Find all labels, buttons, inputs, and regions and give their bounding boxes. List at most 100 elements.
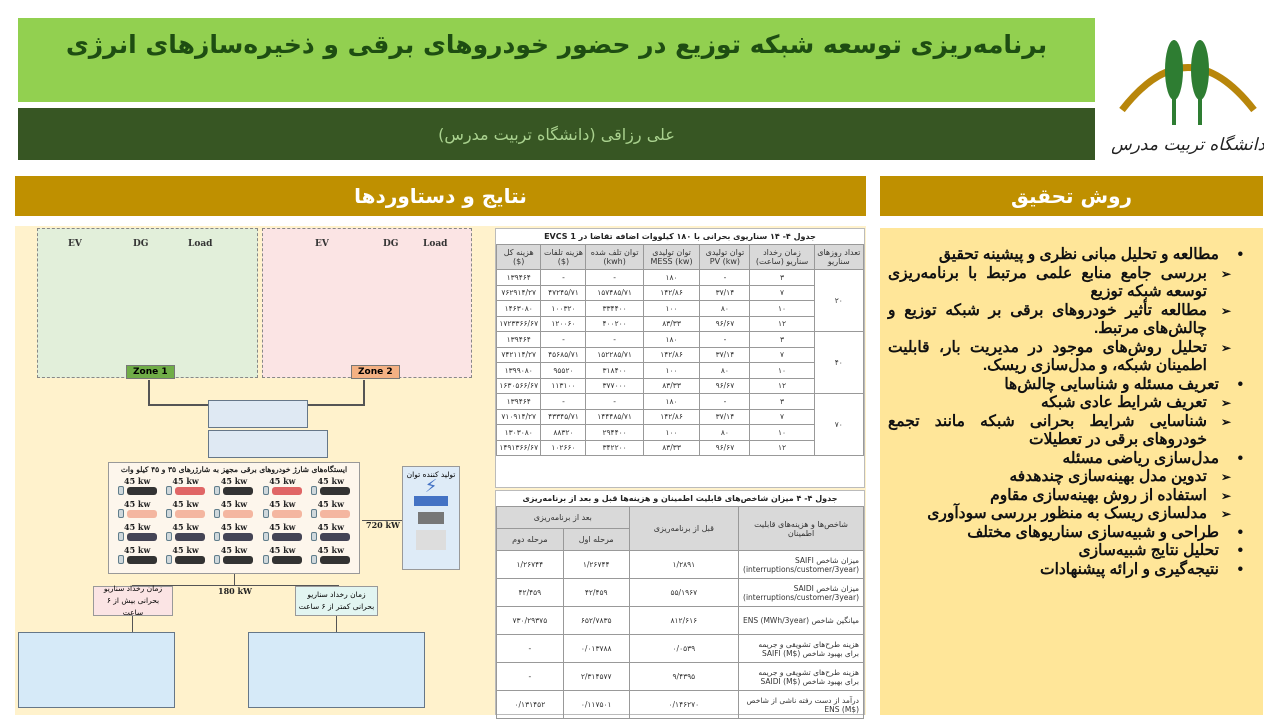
car-icon — [175, 556, 206, 564]
charger-rating: 45 kw — [317, 499, 344, 509]
method-step: نتیجه‌گیری و ارائه پیشنهادات — [888, 561, 1247, 580]
method-substep: استفاده از روش بهینه‌سازی مقاوم — [888, 487, 1235, 506]
table-cell: ۳۱۸۴۰۰ — [585, 362, 644, 379]
ev-charger-icon — [117, 509, 157, 518]
table-row: ۷ ۳۷/۱۴ ۱۴۲/۸۶ ۱۴۴۴۸۵/۷۱ ۴۳۳۴۵/۷۱ ۷۱۰۹۱۴/۲۷ — [495, 408, 864, 425]
table-cell: ۱۳۹۴۶۴ — [495, 393, 542, 410]
car-icon — [320, 487, 351, 495]
method-panel: مطالعه و تحلیل مبانی نظری و پیشینه تحقیق… — [880, 228, 1263, 715]
charger-rating: 45 kw — [172, 499, 199, 509]
generator-title: تولید کننده توان — [406, 470, 456, 479]
charging-slot: 45 kw — [258, 522, 306, 544]
car-icon — [126, 556, 157, 564]
table-cell: ۴۰۰۲۰۰ — [585, 315, 644, 332]
car-icon — [126, 533, 157, 541]
table-row: ۱۰ ۸۰ ۱۰۰ ۳۳۴۴۰۰ ۱۰۰۳۲۰ ۱۴۶۳۰۸۰ — [495, 300, 864, 317]
method-header: روش تحقیق — [880, 176, 1263, 216]
power-plant-icon — [416, 530, 446, 550]
ev-charger-icon — [166, 509, 206, 518]
table-row: ۲۰ ۳-۱۸۰- -۱۳۹۴۶۴ — [495, 269, 865, 332]
table-cell: ۱۸۰ — [642, 331, 701, 348]
table-cell: - — [585, 269, 644, 286]
car-icon — [223, 487, 254, 495]
table-cell: ۴۳۳۴۵/۷۱ — [540, 408, 587, 425]
zone-2-label: Zone 2 — [351, 365, 400, 379]
table-cell: ۷ — [749, 284, 815, 301]
table1-header: هزینه کل ($) — [495, 244, 542, 270]
table-cell: ۸۱۲/۶۱۶ — [628, 606, 740, 635]
charging-slot: 45 kw — [210, 522, 258, 544]
table-cell: ۳۷۷۰۰۰ — [585, 377, 644, 394]
method-substep: مطالعه تأثیر خودروهای برقی بر شبکه توزیع… — [888, 302, 1235, 339]
table-cell: ۳ — [749, 393, 815, 410]
ev-charger-icon — [214, 555, 254, 564]
table1-header: توان تولیدی PV (kw) — [699, 244, 751, 270]
table-cell: ۷۶۲۹۱۴/۲۷ — [495, 284, 542, 301]
table-cell: ۱/۲۶۷۴۴ — [562, 550, 630, 579]
table-cell: ۱۳۰۳۰۸۰ — [495, 424, 542, 441]
table-cell: ۱۲ — [749, 377, 815, 394]
table-cell: ۱۱۳۱۰۰ — [540, 377, 587, 394]
table-cell: ۸۰ — [699, 362, 751, 379]
table-cell: - — [699, 331, 751, 348]
charger-rating: 45 kw — [269, 499, 296, 509]
table-cell: ۸۳/۳۳ — [642, 377, 701, 394]
table-cell: ۳ — [749, 331, 815, 348]
table-cell: ۶۵۲/۷۸۳۵ — [562, 606, 630, 635]
zone-1-area: EV DG Load Zone 1 — [37, 228, 258, 379]
charging-slot: 45 kw — [258, 476, 306, 498]
link-180kw-label: 180 kW — [218, 586, 253, 596]
mess-truck-icon — [208, 400, 308, 428]
charger-rating: 45 kw — [172, 476, 199, 486]
charging-slot: 45 kw — [113, 499, 161, 521]
charging-slot: 45 kw — [210, 476, 258, 498]
table-cell: ۹۶/۶۷ — [699, 315, 751, 332]
ev-charger-icon — [262, 486, 302, 495]
table-cell: ۱۸۰ — [642, 393, 701, 410]
table1-header: زمان رخداد سناریو (ساعت) — [749, 244, 815, 270]
scenario-table: جدول ۴- ۱۴ سناریوی بحرانی با ۱۸۰ کیلووات… — [495, 228, 865, 488]
method-step: تعریف مسئله و شناسایی چالش‌ها — [888, 376, 1247, 395]
ev-charger-icon — [117, 532, 157, 541]
table-cell: ۱۴۴۴۸۵/۷۱ — [585, 408, 644, 425]
table-cell: ۱۴۹۱۳۶۶/۶۷ — [495, 439, 542, 456]
charger-rating: 45 kw — [317, 545, 344, 555]
charging-slot: 45 kw — [307, 476, 355, 498]
station-title: ایستگاه‌های شارژ خودروهای برقی مجهز به ش… — [120, 465, 348, 474]
table-cell: ۱۰۰ — [642, 362, 701, 379]
ev-charger-icon — [166, 486, 206, 495]
table-row: ۱۲ ۹۶/۶۷ ۸۳/۳۳ ۳۴۲۲۰۰ ۱۰۲۶۶۰ ۱۴۹۱۳۶۶/۶۷ — [495, 439, 864, 456]
table-cell: - — [540, 269, 587, 286]
table1-caption: جدول ۴- ۱۴ سناریوی بحرانی با ۱۸۰ کیلووات… — [544, 232, 816, 241]
car-icon — [175, 533, 206, 541]
table-cell: ۴۷۲۴۵/۷۱ — [540, 284, 587, 301]
table2-caption: جدول ۴- ۴ میزان شاخص‌های قابلیت اطمینان … — [522, 494, 838, 503]
table1-header: توان تلف شده (kwh) — [585, 244, 644, 270]
car-icon — [126, 487, 157, 495]
table-cell: ۰/۰۱۳۷۸۸ — [562, 634, 630, 663]
table-cell: ۱۳۹۴۶۴ — [495, 331, 542, 348]
system-diagram: EV DG Load Zone 1 EV DG Load Zone 2 ایست… — [18, 228, 490, 715]
table-cell: ۱۲۰۰۶۰ — [540, 315, 587, 332]
ev-charger-icon — [166, 532, 206, 541]
scenario-days: ۷۰ — [813, 393, 865, 456]
title-banner: برنامه‌ریزی توسعه شبکه توزیع در حضور خود… — [18, 18, 1095, 102]
charging-slot: 45 kw — [161, 476, 209, 498]
mess-truck-with-solar-icon — [18, 632, 175, 708]
table-cell: ۳۷/۱۴ — [699, 346, 751, 363]
table-row: ۷ ۳۷/۱۴ ۱۴۲/۸۶ ۱۵۲۲۸۵/۷۱ ۴۵۶۸۵/۷۱ ۷۴۲۱۱۴/۲۷ — [495, 346, 864, 363]
results-header: نتایج و دستاوردها — [15, 176, 866, 216]
ev-charger-icon — [166, 555, 206, 564]
table-row: درآمد از دست رفته ناشی از شاخص ENS (M$) ۰… — [496, 690, 864, 719]
table-cell: ۱۶۳۰۵۶۶/۶۷ — [495, 377, 542, 394]
table-cell: ۹۶/۶۷ — [699, 377, 751, 394]
table-cell: ۱۰۰۳۲۰ — [540, 300, 587, 317]
table-cell: ۳ — [749, 269, 815, 286]
charger-rating: 45 kw — [124, 476, 151, 486]
table-cell: - — [699, 393, 751, 410]
metric-name: هزینه طرح‌های تشویقی و جریمه برای بهبود … — [738, 662, 864, 691]
method-substep: بررسی جامع منابع علمی مرتبط با برنامه‌ری… — [888, 265, 1235, 302]
table-row: ۷۰ ۳-۱۸۰- -۱۳۹۴۶۴ — [495, 393, 865, 456]
method-step: مدل‌سازی ریاضی مسئله — [888, 450, 1247, 469]
metric-name: میانگین شاخص ENS (MWh/3year) — [738, 606, 864, 635]
